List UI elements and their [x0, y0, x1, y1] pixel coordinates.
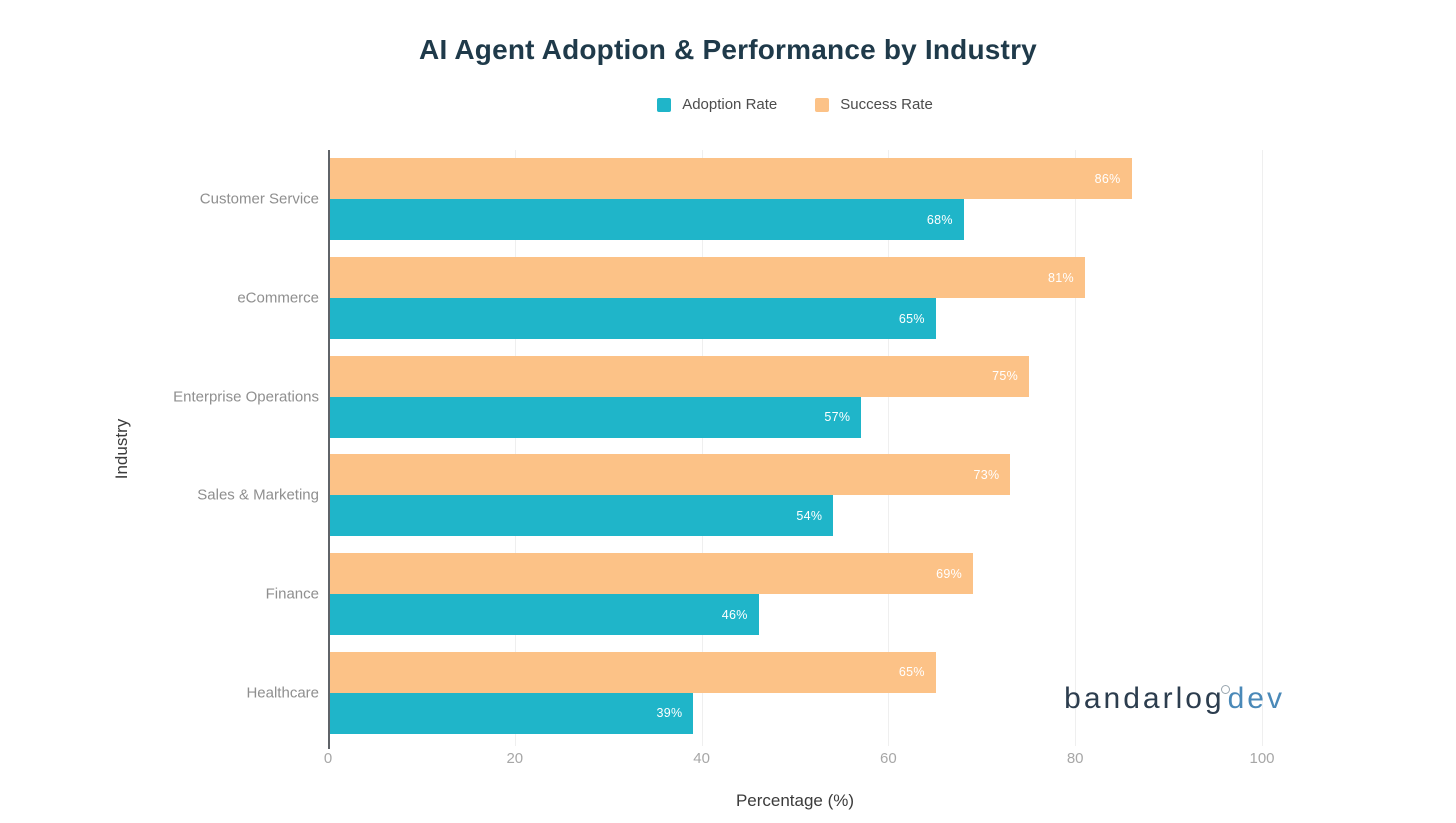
success-rate-swatch-icon	[815, 97, 830, 112]
watermark-suffix-text: dev	[1227, 682, 1285, 715]
success-rate-bar: 75%	[330, 355, 1029, 397]
adoption-rate-bar: 54%	[330, 495, 834, 537]
category-label: Enterprise Operations	[173, 388, 319, 406]
bar-value-label: 57%	[824, 410, 851, 425]
gridline-20	[514, 150, 516, 746]
adoption-rate-bar: 65%	[330, 298, 936, 339]
bar-group-enterprise-operations: Enterprise Operations 75% 57%	[173, 347, 1262, 446]
gridline-80	[1075, 150, 1077, 746]
success-rate-bar: 69%	[330, 553, 974, 595]
legend-label: Adoption Rate	[682, 96, 778, 113]
adoption-rate-bar: 57%	[330, 396, 862, 438]
x-tick-label: 80	[1066, 750, 1084, 767]
bar-value-label: 54%	[796, 508, 823, 523]
x-tick-label: 20	[506, 750, 524, 767]
gridline-100	[1262, 150, 1263, 746]
bar-value-label: 86%	[1094, 171, 1121, 186]
adoption-rate-bar: 39%	[330, 692, 694, 734]
bar-value-label: 69%	[936, 566, 963, 581]
adoption-rate-swatch-icon	[657, 97, 672, 112]
adoption-rate-bar: 68%	[330, 199, 964, 241]
bar-group-finance: Finance 69% 46%	[266, 545, 1262, 644]
bar-group-customer-service: Customer Service 86% 68%	[200, 150, 1262, 249]
bar-value-label: 39%	[656, 706, 683, 721]
success-rate-bar: 81%	[330, 257, 1085, 298]
category-label: Finance	[265, 585, 319, 603]
bar-value-label: 46%	[721, 607, 748, 622]
watermark-logo: bandarlog dev	[1064, 682, 1285, 716]
success-rate-bar: 73%	[330, 454, 1011, 496]
adoption-rate-bar: 46%	[330, 594, 759, 636]
category-label: eCommerce	[237, 289, 319, 307]
category-label: Sales & Marketing	[197, 486, 319, 504]
success-rate-bar: 65%	[330, 651, 936, 693]
ring-icon	[1220, 685, 1230, 694]
bar-group-ecommerce: eCommerce 81% 65%	[237, 249, 1262, 348]
x-tick-label: 60	[880, 750, 897, 767]
category-label: Customer Service	[199, 190, 319, 208]
bar-value-label: 65%	[898, 665, 925, 680]
legend-label: Success Rate	[840, 96, 933, 113]
watermark-brand-text: bandarlog	[1064, 682, 1225, 715]
bar-value-label: 75%	[992, 369, 1018, 384]
legend: Adoption Rate Success Rate	[328, 96, 1262, 113]
x-axis-title: Percentage (%)	[735, 791, 855, 810]
bar-rows: Customer Service 86% 68% eCommerce 81% 6…	[173, 150, 1262, 742]
category-label: Healthcare	[246, 684, 319, 702]
x-axis-ticks: 0 20 40 60 80 100	[324, 750, 1275, 770]
plot-area: Customer Service 86% 68% eCommerce 81% 6…	[173, 150, 1263, 749]
x-tick-label: 40	[693, 750, 710, 767]
chart-title: AI Agent Adoption & Performance by Indus…	[419, 34, 1037, 65]
x-tick-label: 0	[323, 750, 333, 767]
bar-value-label: 81%	[1047, 270, 1074, 285]
gridline-60	[888, 150, 890, 746]
bar-value-label: 73%	[973, 467, 1000, 482]
x-tick-label: 100	[1249, 750, 1275, 767]
success-rate-bar: 86%	[330, 158, 1132, 200]
legend-item-adoption-rate: Adoption Rate	[657, 96, 777, 113]
y-axis-title: Industry	[112, 418, 131, 480]
bar-value-label: 65%	[898, 311, 925, 326]
legend-item-success-rate: Success Rate	[815, 96, 933, 113]
gridline-40	[701, 150, 703, 746]
bar-group-sales-marketing: Sales & Marketing 73% 54%	[197, 446, 1262, 545]
bar-value-label: 68%	[926, 212, 953, 227]
y-axis-line	[328, 150, 330, 749]
bar-group-healthcare: Healthcare 65% 39%	[246, 643, 1262, 742]
